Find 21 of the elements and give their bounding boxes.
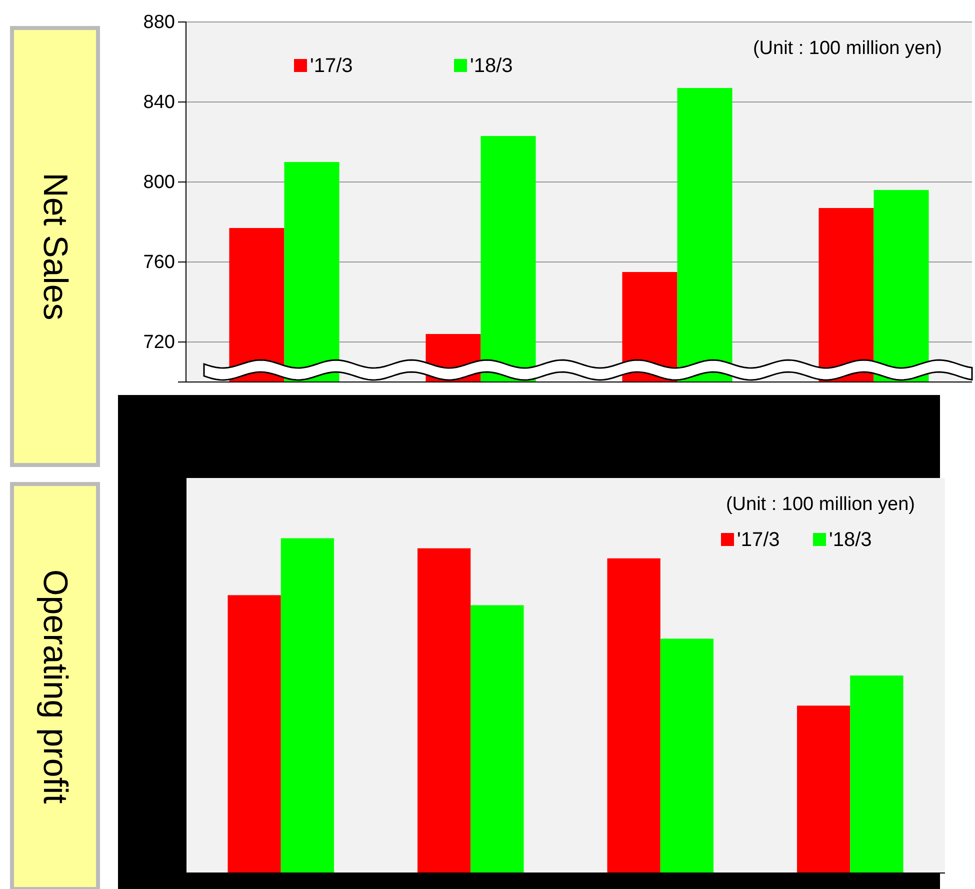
annotation: (Unit : 100 million yen): [752, 38, 942, 59]
y-tick-label: 800: [143, 172, 175, 194]
y-tick-label: 760: [143, 252, 175, 274]
bar: [607, 558, 660, 873]
bar: [796, 706, 850, 873]
bar: [850, 676, 904, 873]
legend-label: '18/3: [470, 55, 513, 77]
text: (Unit : 100 million yen): [726, 494, 915, 515]
bar: [417, 548, 471, 873]
y-axis-title: Net Sales: [36, 172, 74, 320]
bar: [280, 538, 334, 873]
y-tick-label: 720: [143, 332, 175, 354]
y-axis-title: Operating profit: [36, 569, 74, 804]
bar: [660, 638, 714, 873]
y-tick-label: 880: [143, 12, 175, 34]
y-tick-label: 840: [143, 92, 175, 114]
legend-label: '17/3: [737, 529, 780, 551]
legend-label: '18/3: [829, 529, 872, 551]
legend-label: '17/3: [310, 55, 353, 77]
bar: [470, 605, 524, 873]
bar: [228, 595, 281, 873]
